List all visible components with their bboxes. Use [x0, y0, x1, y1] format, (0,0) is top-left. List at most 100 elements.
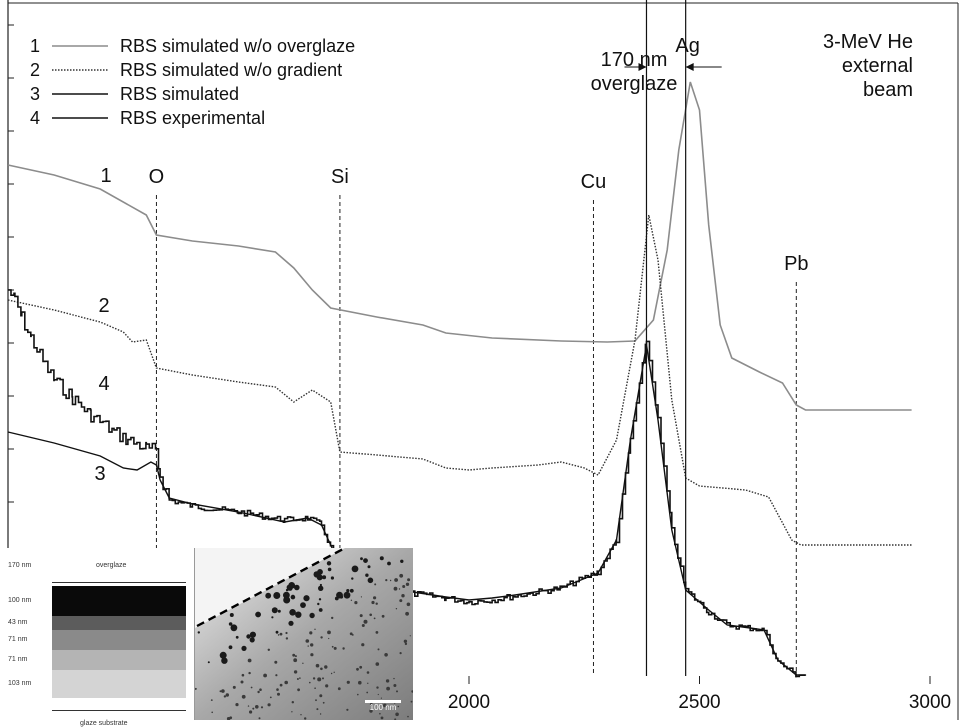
nanoparticle	[393, 586, 398, 591]
nanoparticle	[346, 680, 350, 684]
nanoparticle	[375, 602, 378, 605]
nanoparticle	[330, 576, 334, 580]
edge-label-o: O	[149, 166, 165, 188]
legend-number-2: 2	[30, 60, 40, 80]
nanoparticle	[235, 703, 239, 707]
nanoparticle	[360, 557, 363, 561]
micrograph-image	[195, 548, 413, 720]
nanoparticle	[333, 671, 335, 673]
series-3-curve	[7, 344, 806, 676]
nanoparticle	[263, 673, 267, 678]
nanoparticle	[409, 635, 411, 637]
nanoparticle	[361, 643, 365, 647]
nanoparticle	[402, 585, 406, 588]
nanoparticle	[406, 602, 411, 607]
nanoparticle	[249, 637, 255, 643]
nanoparticle	[294, 655, 297, 658]
nanoparticle	[328, 637, 330, 640]
nanoparticle	[373, 596, 377, 600]
nanoparticle	[297, 688, 300, 692]
nanoparticle	[397, 705, 400, 708]
nanoparticle	[376, 686, 379, 689]
nanoparticle	[302, 662, 304, 664]
nanoparticle	[351, 577, 354, 580]
curve-number-3: 3	[94, 463, 105, 485]
nanoparticle	[375, 662, 380, 666]
edge-label-pb: Pb	[784, 253, 808, 275]
nanoparticle	[359, 614, 363, 618]
tem-micrograph-inset: 100 nm	[194, 548, 413, 720]
substrate-label: glaze substrate	[80, 720, 128, 727]
nanoparticle	[384, 653, 388, 657]
nanoparticle	[380, 697, 382, 699]
nanoparticle	[223, 695, 227, 698]
nanoparticle	[249, 710, 253, 714]
nanoparticle	[403, 639, 408, 643]
nanoparticle	[247, 705, 250, 707]
nanoparticle	[221, 689, 225, 693]
interface-dashed-line	[196, 548, 346, 628]
nanoparticle	[349, 632, 353, 636]
nanoparticle	[319, 713, 322, 715]
nanoparticle	[363, 619, 368, 624]
nanoparticle	[373, 617, 376, 620]
nanoparticle	[275, 630, 279, 634]
nanoparticle	[398, 588, 401, 590]
nanoparticle	[277, 634, 280, 636]
nanoparticle	[399, 599, 403, 603]
nanoparticle	[360, 596, 362, 598]
layer-3	[52, 630, 186, 650]
nanoparticle	[197, 631, 200, 634]
nanoparticle	[320, 667, 323, 671]
nanoparticle	[241, 645, 247, 651]
nanoparticle	[331, 645, 334, 648]
nanoparticle	[267, 703, 271, 707]
nanoparticle	[274, 660, 278, 664]
nanoparticle	[327, 567, 332, 572]
nanoparticle	[410, 700, 413, 703]
nanoparticle	[315, 699, 317, 702]
series-2-curve	[7, 214, 912, 546]
substrate-boundary	[52, 710, 186, 711]
nanoparticle	[235, 635, 239, 639]
nanoparticle	[277, 692, 280, 696]
nanoparticle	[304, 717, 307, 720]
nanoparticle	[366, 691, 369, 694]
nanoparticle	[369, 709, 373, 713]
nanoparticle	[322, 677, 324, 680]
nanoparticle	[285, 631, 288, 635]
nanoparticle	[293, 670, 298, 674]
nanoparticle	[303, 595, 310, 602]
nanoparticle	[367, 565, 371, 569]
nanoparticle	[343, 591, 351, 599]
nanoparticle	[241, 673, 245, 677]
scale-bar-line	[365, 700, 401, 703]
beam-label-line3: beam	[863, 79, 913, 101]
layer-1	[52, 586, 186, 616]
nanoparticle	[336, 591, 343, 599]
nanoparticle	[295, 611, 302, 618]
nanoparticle	[401, 594, 405, 598]
layer-thickness-4: 71 nm	[8, 656, 28, 663]
nanoparticle	[389, 579, 392, 582]
nanoparticle	[228, 645, 233, 650]
nanoparticle	[325, 684, 329, 688]
nanoparticle	[313, 571, 320, 578]
nanoparticle	[314, 687, 316, 689]
nanoparticle	[367, 577, 374, 584]
nanoparticle	[258, 717, 261, 720]
nanoparticle	[331, 616, 334, 620]
nanoparticle	[221, 657, 228, 664]
legend-label-2: RBS simulated w/o gradient	[120, 60, 342, 80]
overglaze-label: overglaze	[591, 73, 678, 95]
nanoparticle	[365, 573, 369, 577]
nanoparticle	[255, 705, 259, 709]
layer-thickness-2: 43 nm	[8, 619, 28, 626]
nanoparticle	[195, 687, 197, 690]
nanoparticle	[312, 677, 316, 680]
nanoparticle	[377, 693, 379, 696]
nanoparticle	[219, 651, 227, 659]
nanoparticle	[385, 679, 390, 683]
nanoparticle	[265, 592, 272, 599]
nanoparticle	[310, 653, 314, 657]
